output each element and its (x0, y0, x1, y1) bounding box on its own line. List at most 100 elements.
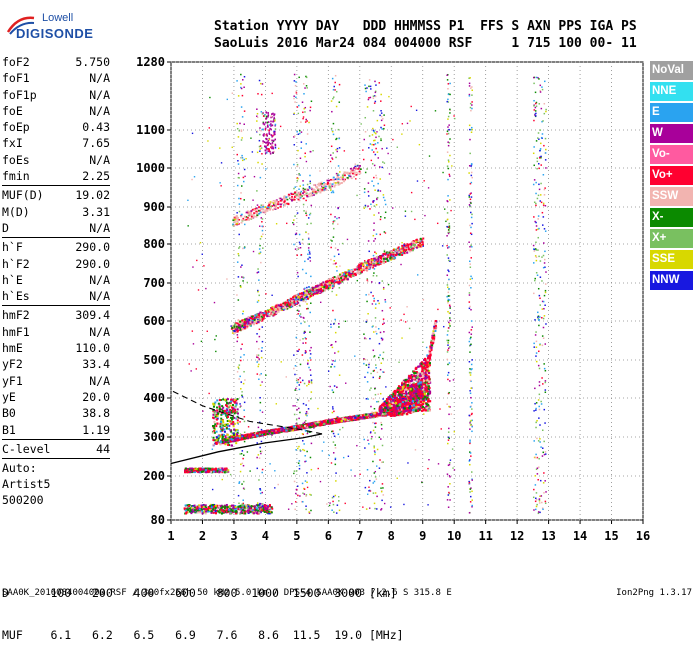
echo-point (293, 301, 295, 303)
echo-point (427, 400, 429, 402)
echo-point (342, 418, 344, 420)
echo-point (238, 327, 240, 329)
echo-point (384, 407, 386, 409)
echo-point (409, 405, 411, 407)
echo-point (421, 387, 423, 389)
echo-point (424, 378, 426, 380)
echo-point (254, 315, 256, 317)
echo-point (290, 298, 292, 300)
echo-point (401, 254, 403, 256)
echo-point (258, 314, 260, 316)
echo-point (429, 355, 431, 357)
echo-point (365, 413, 367, 415)
echo-point (245, 434, 247, 436)
echo-point (417, 410, 419, 412)
echo-point (341, 273, 343, 275)
echo-point (432, 330, 434, 332)
echo-point (388, 414, 390, 416)
echo-point (417, 244, 419, 246)
echo-point (415, 391, 417, 393)
echo-point (368, 267, 370, 269)
echo-point (248, 319, 250, 321)
echo-point (425, 389, 427, 391)
echo-point (402, 409, 404, 411)
echo-point (396, 405, 398, 407)
echo-point (435, 325, 437, 327)
echo-point (421, 241, 423, 243)
echo-point (418, 395, 420, 397)
echo-point (323, 423, 325, 425)
x-tick-label: 16 (636, 529, 650, 543)
echo-point (350, 274, 352, 276)
echo-point (304, 425, 306, 427)
x-tick-label: 10 (447, 529, 461, 543)
echo-point (402, 385, 404, 387)
echo-point (363, 267, 365, 269)
echo-point (358, 272, 360, 274)
echo-point (271, 432, 273, 434)
echo-point (278, 304, 280, 306)
echo-point (270, 310, 272, 312)
echo-point (423, 385, 425, 387)
echo-point (413, 404, 415, 406)
echo-point (415, 383, 417, 385)
echo-point (302, 298, 304, 300)
echo-point (404, 407, 406, 409)
echo-point (393, 407, 395, 409)
echo-point (427, 359, 429, 361)
echo-point (427, 357, 429, 359)
echo-point (414, 397, 416, 399)
echo-point (429, 362, 431, 364)
echo-point (401, 414, 403, 416)
echo-point (398, 412, 400, 414)
echo-point (383, 258, 385, 260)
echo-point (382, 254, 384, 256)
echo-point (337, 281, 339, 283)
echo-point (337, 419, 339, 421)
echo-point (391, 414, 393, 416)
echo-point (306, 296, 308, 298)
echo-point (277, 307, 279, 309)
echo-point (345, 272, 347, 274)
echo-point (320, 424, 322, 426)
echo-point (268, 430, 270, 432)
echo-point (409, 393, 411, 395)
echo-point (399, 395, 401, 397)
echo-point (238, 435, 240, 437)
echo-point (405, 381, 407, 383)
y-tick-label: 1280 (136, 55, 165, 69)
x-tick-label: 12 (510, 529, 524, 543)
echo-point (387, 260, 389, 262)
x-tick-label: 8 (388, 529, 395, 543)
echo-point (413, 377, 415, 379)
echo-point (241, 319, 243, 321)
echo-point (354, 273, 356, 275)
echo-point (427, 393, 429, 395)
y-tick-label: 200 (143, 469, 165, 483)
echo-point (354, 269, 356, 271)
echo-point (409, 383, 411, 385)
echo-point (435, 323, 437, 325)
echo-point (323, 286, 325, 288)
echo-point (329, 282, 331, 284)
echo-point (416, 247, 418, 249)
echo-point (292, 304, 294, 306)
echo-point (313, 287, 315, 289)
echo-point (322, 281, 324, 283)
echo-point (420, 365, 422, 367)
echo-point (430, 342, 432, 344)
echo-point (337, 275, 339, 277)
echo-point (291, 300, 293, 302)
echo-point (359, 417, 361, 419)
echo-point (285, 429, 287, 431)
echo-point (247, 318, 249, 320)
echo-point (277, 428, 279, 430)
echo-point (231, 327, 233, 329)
echo-point (297, 302, 299, 304)
echo-point (249, 434, 251, 436)
echo-point (240, 323, 242, 325)
echo-point (276, 312, 278, 314)
echo-point (331, 419, 333, 421)
echo-point (311, 289, 313, 291)
echo-point (263, 312, 265, 314)
